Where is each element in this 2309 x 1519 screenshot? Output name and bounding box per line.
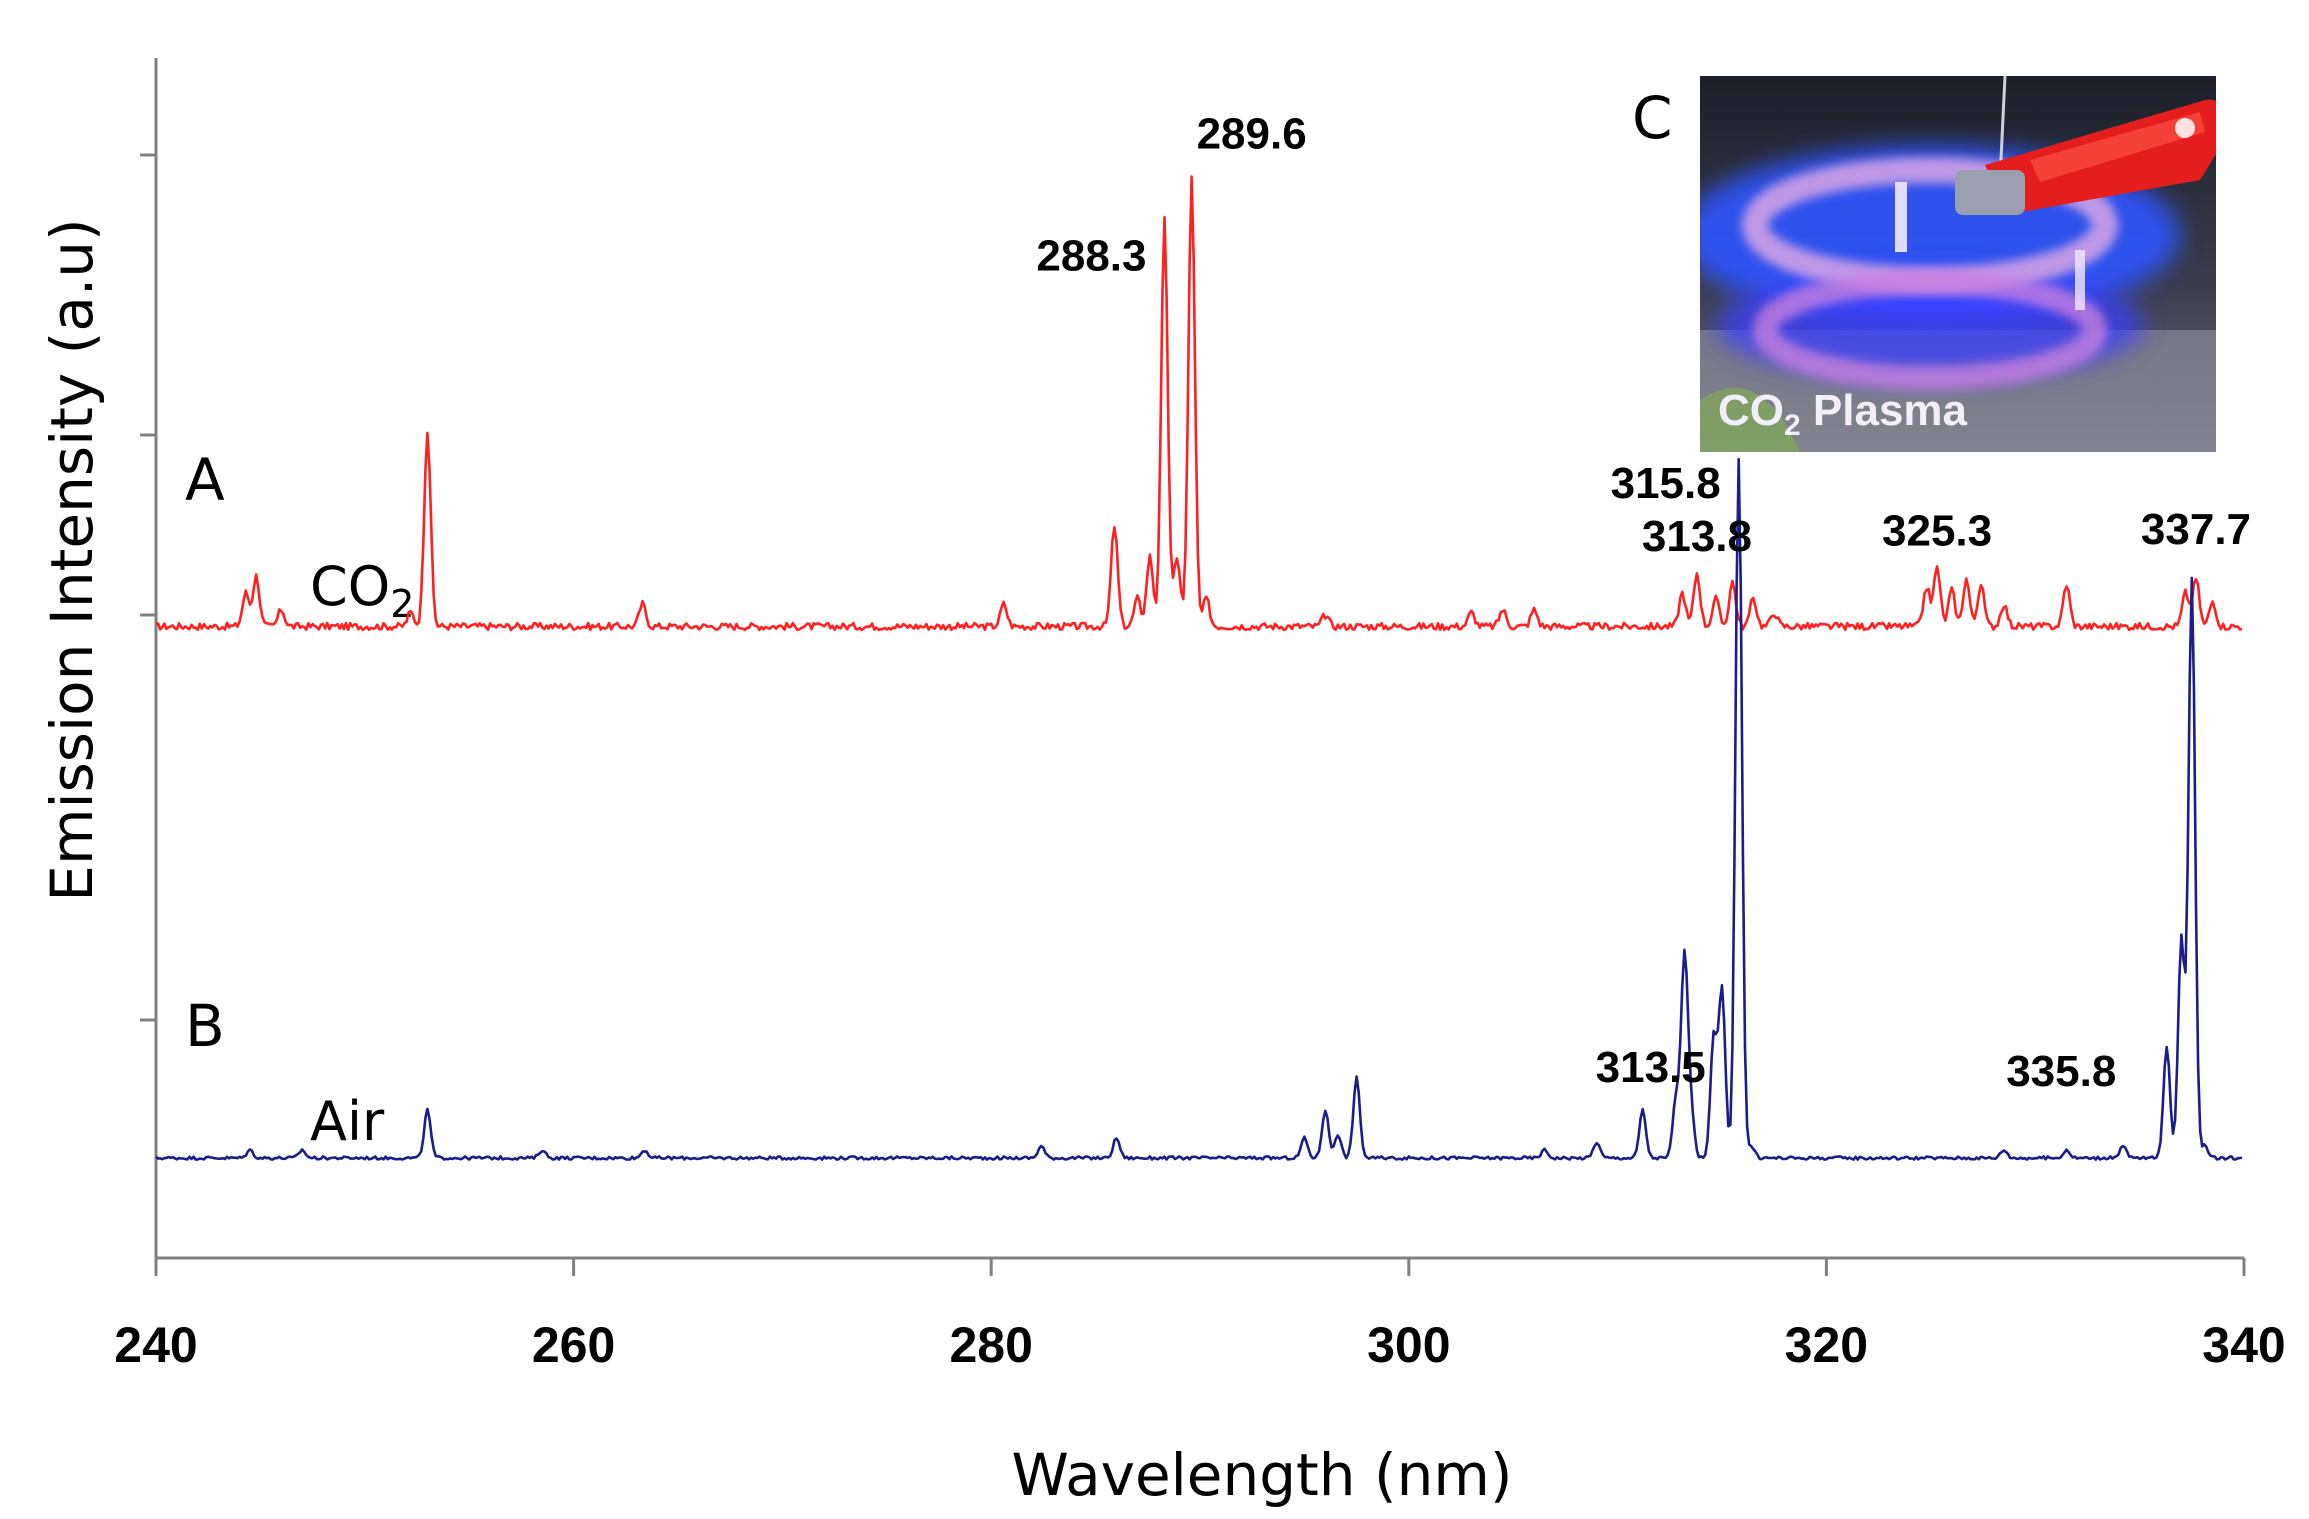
x-axis-ticks: 240 260 280 300 320 340 bbox=[114, 1258, 2286, 1373]
series-line-a bbox=[155, 175, 2243, 632]
peak-labels: 288.3 289.6 313.8 325.3 337.7 313.5 315.8 335.8 bbox=[1036, 109, 2251, 1096]
series-label-air: Air bbox=[310, 1090, 385, 1153]
x-tick-label: 300 bbox=[1367, 1317, 1450, 1373]
x-tick-label: 260 bbox=[532, 1317, 615, 1373]
inset-caption-main: CO bbox=[1718, 386, 1784, 435]
panel-letter-b: B bbox=[185, 992, 225, 1060]
peak-label: 288.3 bbox=[1036, 231, 1146, 280]
panel-letter-c: C bbox=[1632, 84, 1673, 152]
peak-label: 325.3 bbox=[1882, 507, 1992, 556]
inset-caption-rest: Plasma bbox=[1801, 386, 1968, 435]
x-tick-label: 320 bbox=[1785, 1317, 1868, 1373]
y-axis-title: Emission Intensity (a.u) bbox=[38, 218, 106, 901]
y-axis-ticks bbox=[140, 153, 156, 1022]
peak-label: 315.8 bbox=[1611, 459, 1721, 508]
series-label-co2: CO2 bbox=[310, 555, 414, 626]
peak-label: 335.8 bbox=[2006, 1047, 2116, 1096]
spectra bbox=[155, 175, 2243, 1161]
series-label-co2-main: CO bbox=[310, 555, 390, 618]
x-tick-label: 340 bbox=[2202, 1317, 2285, 1373]
inset-caption-sub: 2 bbox=[1784, 409, 1801, 442]
peak-label: 289.6 bbox=[1197, 109, 1307, 158]
plasma-photo bbox=[1700, 76, 2216, 452]
peak-label: 313.5 bbox=[1596, 1043, 1706, 1092]
inset-caption: CO2 Plasma bbox=[1718, 386, 1968, 442]
peak-label: 337.7 bbox=[2141, 505, 2251, 554]
series-label-co2-sub: 2 bbox=[390, 582, 414, 626]
panel-letter-a: A bbox=[185, 446, 225, 514]
peak-label: 313.8 bbox=[1642, 512, 1752, 561]
x-axis-title: Wavelength (nm) bbox=[1011, 1441, 1512, 1509]
series-line-b bbox=[155, 457, 2243, 1161]
x-tick-label: 280 bbox=[949, 1317, 1032, 1373]
x-tick-label: 240 bbox=[114, 1317, 197, 1373]
